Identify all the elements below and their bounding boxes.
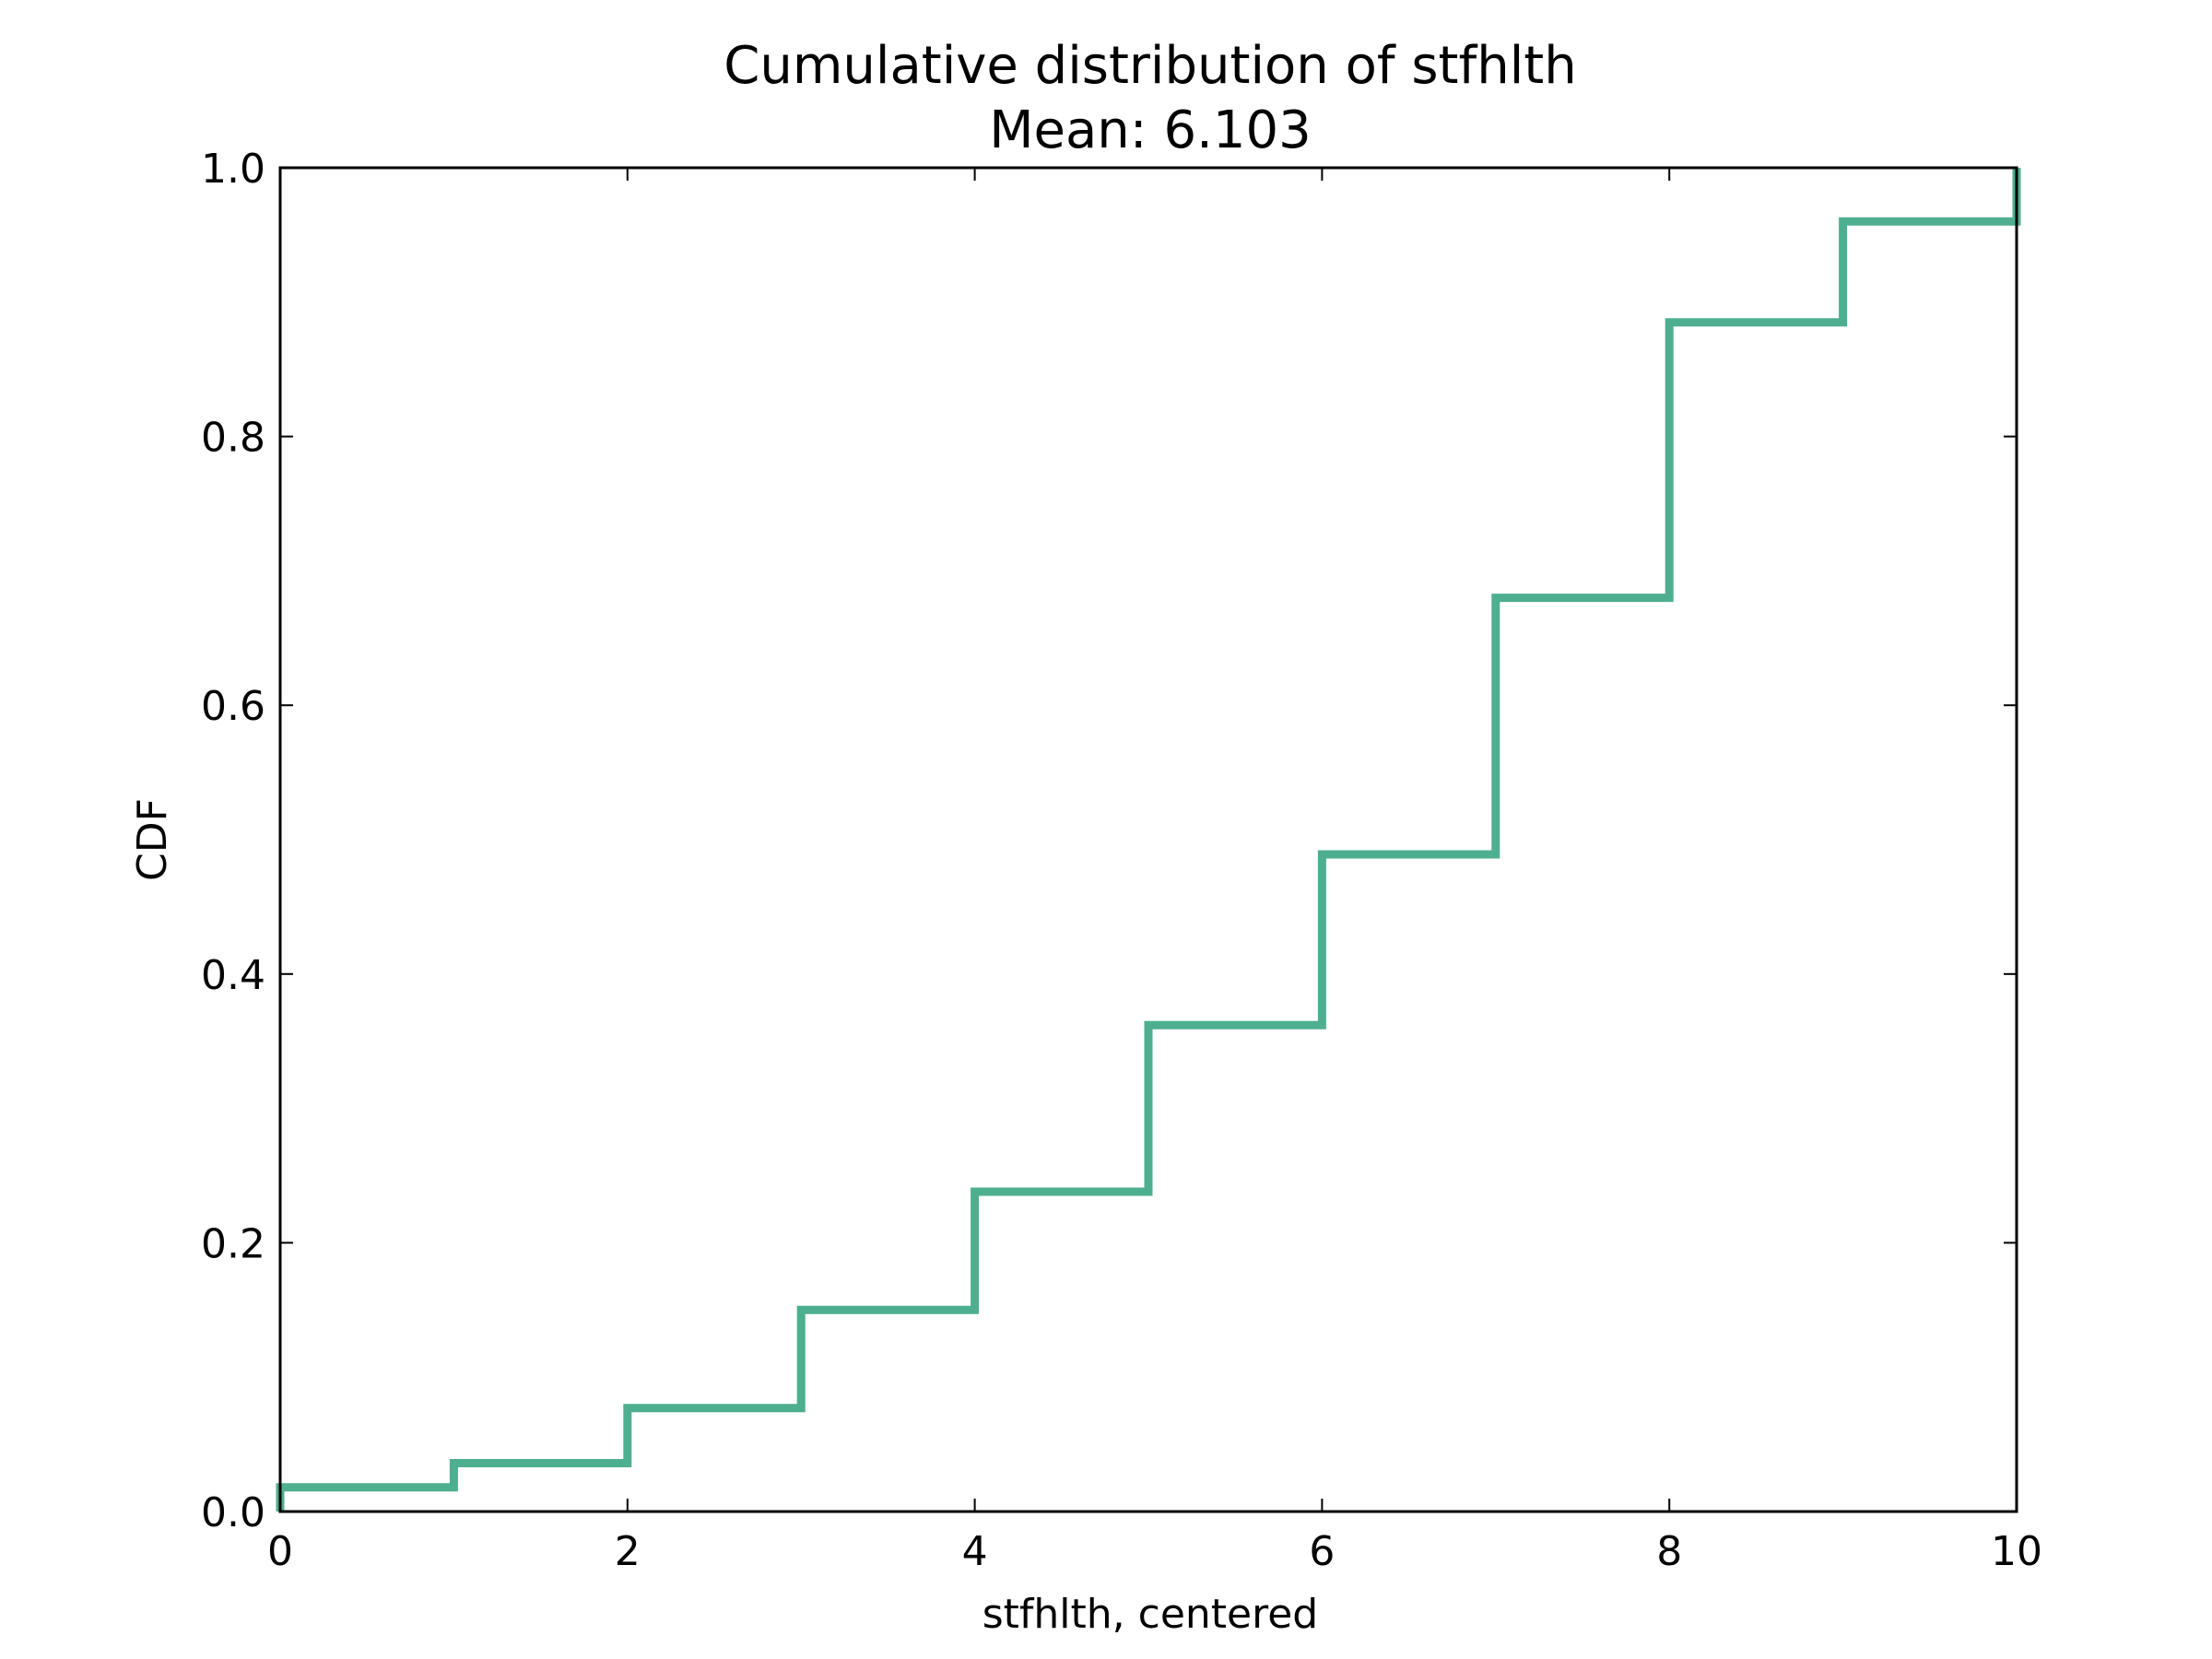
x-axis-ticks: 0 2 4 6 8 10 [267,168,2042,1575]
y-tick-label: 0.2 [201,1220,265,1267]
x-axis-label: stfhlth, centered [982,1591,1318,1638]
x-tick-label: 6 [1309,1528,1335,1575]
y-tick-label: 1.0 [201,146,265,193]
y-tick-label: 0.8 [201,415,265,462]
y-axis-label: CDF [129,798,176,881]
plot-frame [278,166,2018,1513]
x-tick-label: 4 [962,1528,988,1575]
cdf-step-line-0 [276,168,2021,1512]
y-tick-label: 0.6 [201,683,265,730]
x-tick-label: 8 [1656,1528,1682,1575]
title-block: Cumulative distribution of stfhlth Mean:… [724,36,1576,160]
y-tick-label: 0.0 [201,1489,265,1536]
chart-subtitle: Mean: 6.103 [989,100,1312,160]
series-layer [276,168,2021,1512]
x-tick-label: 10 [1991,1528,2042,1575]
y-tick-label: 0.4 [201,952,265,999]
x-tick-label: 2 [615,1528,641,1575]
y-axis-ticks: 0.0 0.2 0.4 0.6 0.8 1.0 [201,146,2017,1536]
chart-title: Cumulative distribution of stfhlth [724,36,1576,96]
x-tick-label: 0 [267,1528,293,1575]
